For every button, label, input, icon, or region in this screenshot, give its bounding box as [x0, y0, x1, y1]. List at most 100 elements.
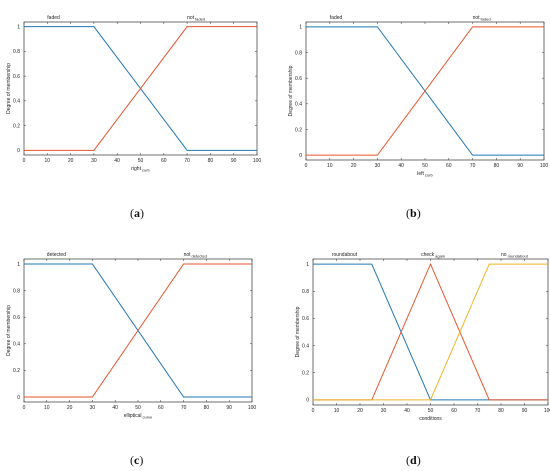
caption-d: (d) [406, 453, 421, 467]
membership-label: faded [330, 15, 343, 21]
x-tick-label: 60 [451, 408, 457, 414]
y-tick-label: 0.6 [13, 74, 20, 80]
x-tick-label: 30 [91, 158, 97, 164]
x-tick-label: 100 [544, 408, 550, 414]
y-tick-label: 0 [306, 398, 309, 404]
y-tick-label: 1 [306, 262, 309, 268]
y-tick-label: 0.6 [13, 315, 20, 321]
membership-label: faded [47, 15, 60, 21]
membership-label: notfaded [473, 15, 491, 22]
y-tick-label: 0.8 [13, 288, 20, 294]
membership-label: checkagain [421, 252, 445, 259]
y-tick-label: 1 [299, 25, 302, 31]
x-axis-label: rightcurb [131, 166, 150, 173]
plot-frame [312, 258, 549, 406]
x-tick-label: 40 [112, 405, 118, 411]
series-line-not-detected [24, 263, 252, 398]
x-tick-label: 10 [44, 405, 50, 411]
y-tick-label: 0 [17, 395, 20, 401]
x-tick-label: 100 [248, 405, 257, 411]
series-line-roundabout [313, 263, 548, 401]
x-tick-label: 30 [381, 408, 387, 414]
y-tick-label: 0 [17, 148, 20, 154]
y-tick-label: 0.8 [295, 50, 302, 56]
x-tick-label: 20 [68, 158, 74, 164]
x-tick-label: 10 [45, 158, 51, 164]
x-tick-label: 70 [184, 158, 190, 164]
y-axis-label: Degree of membership [6, 305, 12, 356]
x-tick-label: 50 [428, 408, 434, 414]
x-tick-label: 20 [357, 408, 363, 414]
x-tick-label: 80 [204, 405, 210, 411]
membership-label: roundabout [332, 252, 358, 258]
x-tick-label: 10 [327, 163, 333, 169]
y-tick-label: 0.8 [302, 289, 309, 295]
y-tick-label: 0.4 [13, 99, 20, 105]
x-tick-label: 40 [114, 158, 120, 164]
series-line-check-again [313, 262, 548, 401]
y-tick-label: 0.6 [295, 76, 302, 82]
series-line-not-faded [306, 26, 544, 156]
y-tick-label: 0.6 [302, 316, 309, 322]
caption-c: (c) [130, 453, 144, 467]
x-tick-label: 0 [23, 405, 26, 411]
x-tick-label: 10 [334, 408, 340, 414]
x-tick-label: 80 [494, 163, 500, 169]
series-line-no-roundabout [313, 263, 548, 401]
y-tick-label: 0.2 [13, 123, 20, 129]
y-tick-label: 1 [17, 24, 20, 30]
x-tick-label: 50 [138, 158, 144, 164]
caption-a: (a) [130, 206, 144, 220]
y-tick-label: 0 [299, 153, 302, 159]
x-tick-label: 40 [404, 408, 410, 414]
chart-panel-d: 0 10 20 30 40 50 60 70 80 90 100 0 0.2 0.4 0.6 0.8 1 Degr… [275, 236, 550, 471]
membership-label: detected [47, 252, 66, 258]
x-tick-label: 50 [422, 163, 428, 169]
x-tick-label: 90 [226, 405, 232, 411]
y-tick-label: 0.2 [13, 368, 20, 374]
x-tick-label: 40 [398, 163, 404, 169]
x-tick-label: 80 [208, 158, 214, 164]
x-axis-label: leftcurb [417, 171, 433, 178]
x-tick-label: 80 [498, 408, 504, 414]
chart-c: 0 10 20 30 40 50 60 70 80 90 100 0 0.2 0.4 0.6 0.8 1 Degr… [6, 252, 257, 420]
y-tick-label: 0.8 [13, 49, 20, 55]
y-axis-label: Degree of membership [6, 63, 12, 114]
x-tick-label: 90 [517, 163, 523, 169]
y-tick-label: 0.2 [302, 371, 309, 377]
x-tick-label: 20 [67, 405, 73, 411]
chart-panel-c: 0 10 20 30 40 50 60 70 80 90 100 0 0.2 0.4 0.6 0.8 1 Degr… [0, 236, 275, 471]
x-tick-label: 100 [253, 158, 262, 164]
x-tick-label: 90 [231, 158, 237, 164]
chart-d: 0 10 20 30 40 50 60 70 80 90 100 0 0.2 0.4 0.6 0.8 1 Degr… [295, 252, 550, 422]
x-tick-label: 50 [135, 405, 141, 411]
y-axis-label: Degree of membership [288, 65, 294, 116]
x-tick-label: 0 [312, 408, 315, 414]
y-tick-label: 0.4 [302, 343, 309, 349]
x-axis-label: ellipticalcurve [124, 413, 153, 420]
x-tick-label: 60 [161, 158, 167, 164]
membership-label: notfaded [187, 15, 205, 22]
x-tick-label: 70 [470, 163, 476, 169]
x-tick-label: 30 [375, 163, 381, 169]
y-tick-label: 0.2 [295, 127, 302, 133]
chart-b: 0 10 20 30 40 50 60 70 80 90 100 0 0.2 0.4 0.6 0.8 1 Degr… [288, 15, 548, 178]
caption-b: (b) [406, 206, 421, 220]
y-tick-label: 0.4 [13, 342, 20, 348]
x-tick-label: 0 [305, 163, 308, 169]
x-tick-label: 0 [23, 158, 26, 164]
x-axis-label: conditions [419, 416, 442, 422]
x-tick-label: 60 [158, 405, 164, 411]
x-tick-label: 60 [446, 163, 452, 169]
x-tick-label: 20 [351, 163, 357, 169]
membership-label: notdetected [184, 252, 207, 259]
chart-panel-b: 0 10 20 30 40 50 60 70 80 90 100 0 0.2 0.4 0.6 0.8 1 Degr… [275, 0, 550, 235]
y-axis-label: Degree of membership [295, 306, 301, 357]
y-tick-label: 0.4 [295, 102, 302, 108]
chart-panel-a: 0 10 20 30 40 50 60 70 80 90 100 0 0.2 0.4 0.6 0.8 1 Degr… [0, 0, 275, 235]
x-tick-label: 30 [90, 405, 96, 411]
x-tick-label: 70 [475, 408, 481, 414]
series-line-not-faded [24, 26, 257, 151]
x-tick-label: 90 [522, 408, 528, 414]
membership-label: noroundabout [501, 252, 529, 259]
